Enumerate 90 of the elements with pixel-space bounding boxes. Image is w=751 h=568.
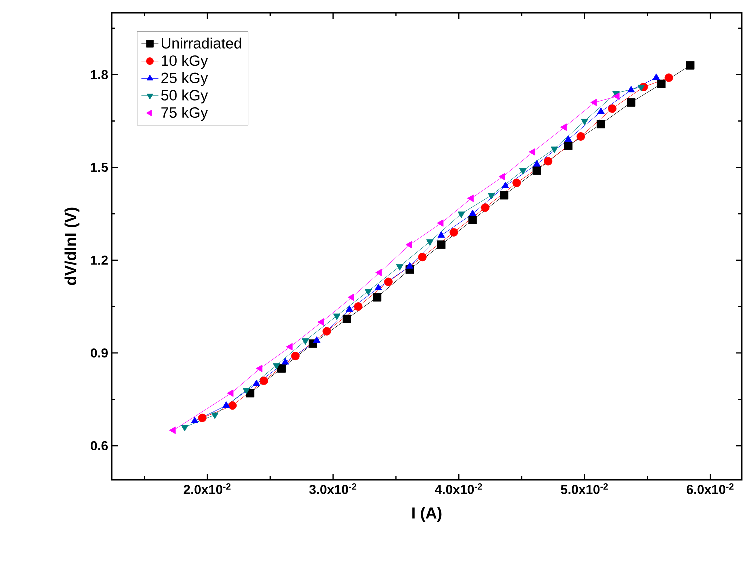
x-tick-label: 4.0x10$^{-2}$: [435, 484, 482, 494]
point: [664, 74, 674, 82]
point: [596, 120, 606, 129]
y-tick-label: 1.2: [91, 256, 108, 265]
point: [467, 194, 474, 202]
point: [627, 98, 636, 107]
point: [342, 314, 352, 324]
point: [191, 416, 199, 424]
point: [652, 74, 660, 80]
legend-label: 10 kGy: [162, 55, 208, 70]
point: [608, 104, 617, 114]
point: [348, 294, 354, 302]
point: [364, 289, 372, 296]
point: [488, 193, 496, 200]
point: [384, 278, 393, 286]
x-axis-title: I (A): [412, 507, 442, 522]
point: [564, 142, 573, 150]
y-axis-title: dV/dlnI (V): [64, 208, 80, 286]
y-tick-label: 1.8: [91, 70, 108, 80]
point: [533, 160, 541, 167]
legend-label: Unirradiated: [162, 38, 242, 49]
point: [322, 327, 332, 336]
point: [242, 388, 250, 395]
point: [228, 402, 237, 410]
point: [374, 284, 382, 290]
point: [657, 80, 666, 88]
point: [529, 148, 536, 156]
point: [291, 352, 300, 361]
point: [396, 264, 404, 271]
point: [469, 210, 477, 216]
x-tick-label: 5.0x10$^{-2}$: [561, 484, 608, 494]
point: [564, 136, 572, 142]
point: [211, 412, 219, 420]
point: [532, 166, 542, 175]
point: [376, 269, 382, 276]
point: [354, 302, 363, 312]
y-tick-label: 1.5: [91, 163, 108, 172]
point: [278, 364, 286, 373]
point: [512, 178, 522, 188]
point: [550, 146, 558, 154]
x-tick-label: 3.0x10$^{-2}$: [310, 484, 357, 494]
point: [437, 240, 446, 250]
point: [500, 191, 509, 200]
point: [458, 212, 466, 218]
legend-label: 25 kGy: [162, 72, 208, 86]
point: [468, 216, 478, 224]
y-tick-label: 0.9: [90, 348, 108, 358]
point: [581, 118, 589, 126]
point: [426, 240, 434, 246]
point: [638, 84, 646, 92]
point: [181, 425, 189, 432]
legend-label: 50 kGy: [161, 90, 208, 104]
point: [576, 132, 586, 141]
point: [498, 173, 506, 181]
point: [252, 380, 260, 386]
x-tick-label: 2.0x10$^{-2}$: [184, 484, 231, 494]
point: [406, 262, 414, 269]
y-tick-label: 0.6: [90, 441, 108, 451]
x-tick-label: 6.0x10$^{-2}$: [686, 484, 734, 494]
point: [597, 108, 605, 114]
point: [256, 364, 263, 372]
point: [333, 314, 341, 320]
point: [282, 358, 290, 365]
point: [418, 253, 427, 262]
point: [628, 86, 636, 93]
point: [222, 402, 230, 408]
point: [169, 426, 176, 434]
point: [286, 343, 293, 351]
point: [438, 231, 446, 238]
point: [273, 363, 280, 370]
point: [686, 61, 695, 70]
point: [502, 182, 510, 188]
point: [560, 124, 567, 132]
point: [481, 204, 490, 212]
point: [437, 220, 444, 228]
legend-label: 75 kGy: [162, 107, 208, 122]
point: [313, 336, 321, 344]
point: [227, 390, 234, 398]
point: [544, 157, 553, 166]
point: [302, 338, 310, 346]
point: [519, 168, 527, 175]
point: [613, 92, 620, 100]
point: [198, 414, 207, 422]
point: [406, 241, 412, 249]
point: [590, 98, 598, 106]
point: [373, 293, 382, 302]
point: [318, 318, 324, 326]
point: [450, 228, 458, 237]
point: [346, 306, 354, 312]
point: [260, 376, 268, 386]
